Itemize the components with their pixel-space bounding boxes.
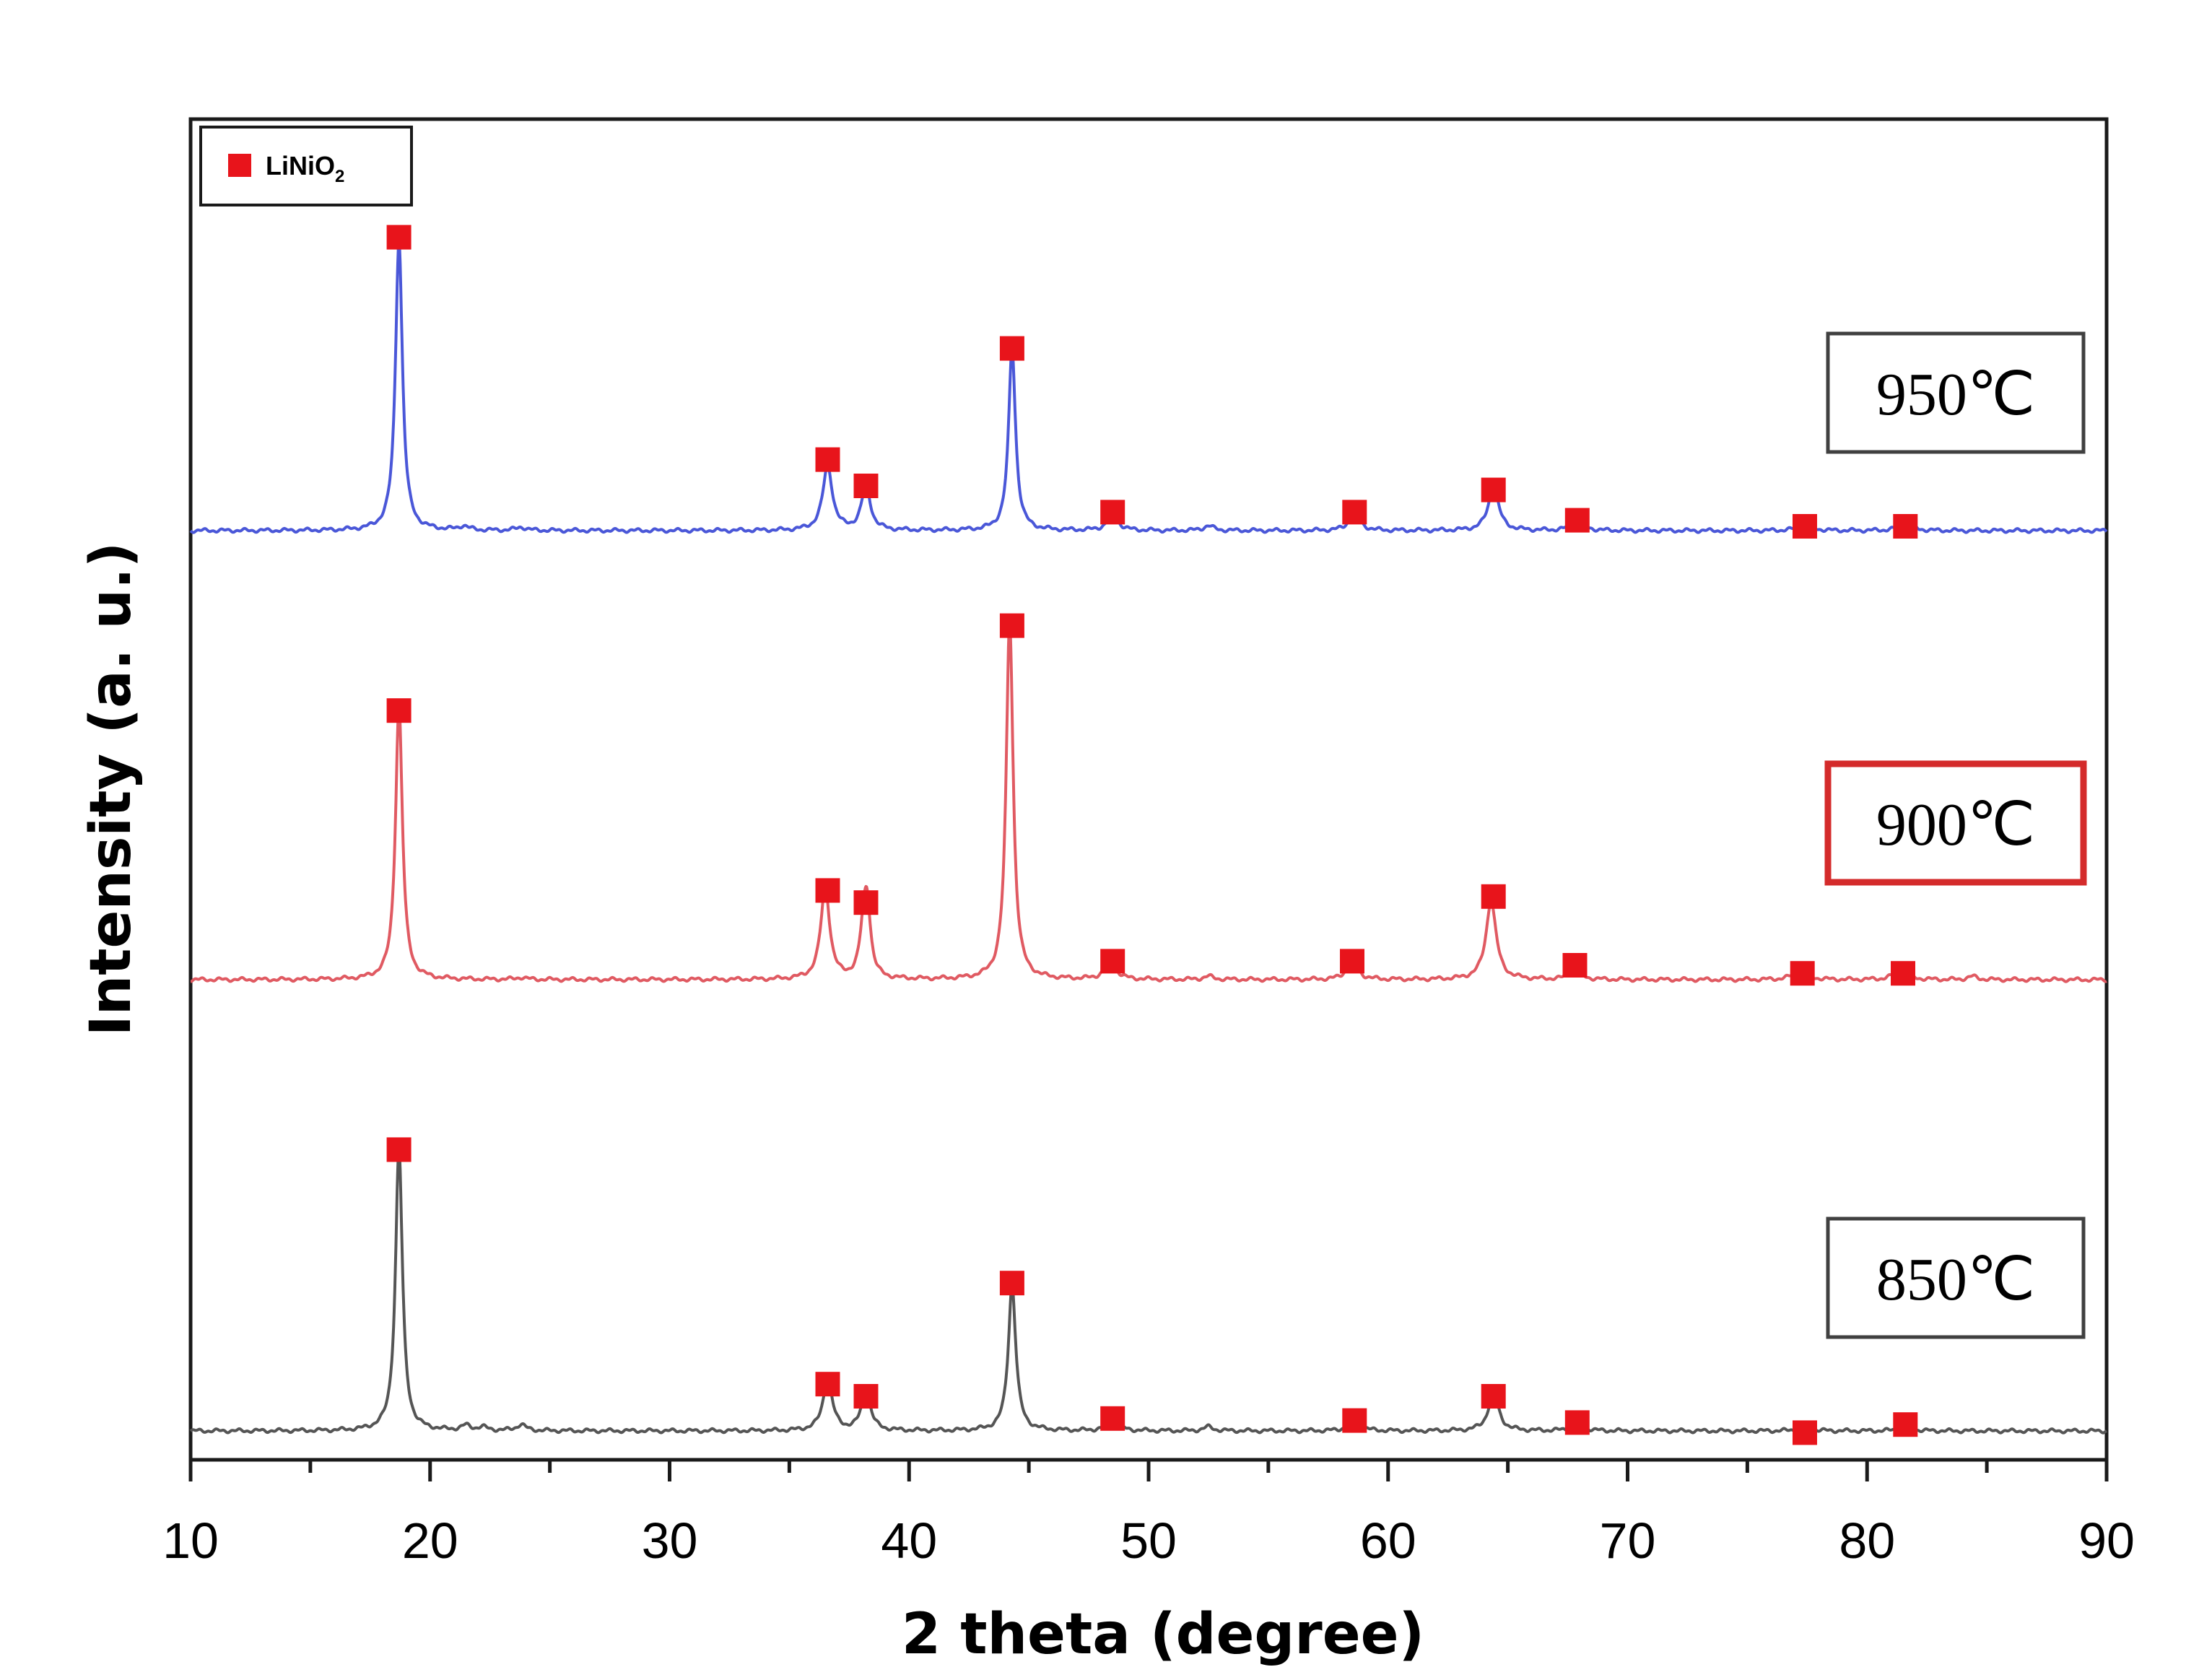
trace-2: [189, 1146, 2108, 1435]
peak-marker: [815, 1372, 840, 1397]
temperature-labels: 950℃ 900℃ 850℃: [1824, 331, 2087, 1339]
peak-marker: [1793, 1420, 1817, 1445]
plot-frame: [188, 117, 2109, 1462]
x-tick-label: 70: [1600, 1513, 1656, 1569]
peak-marker: [1342, 500, 1367, 525]
peak-marker: [1562, 953, 1588, 978]
peak-marker: [815, 878, 840, 903]
x-tick-label: 20: [402, 1513, 458, 1569]
peak-marker: [1564, 1410, 1590, 1435]
legend-label-main: LiNiO: [266, 151, 335, 180]
temp-label-2: 850℃: [1876, 1246, 2035, 1313]
legend-marker: [228, 154, 251, 177]
peak-marker: [999, 1271, 1024, 1296]
temp-box-0: [1826, 331, 2086, 454]
temp-label-0: 950℃: [1876, 361, 2035, 428]
peak-markers: [386, 225, 1918, 1445]
x-tick-label: 80: [1839, 1513, 1895, 1569]
peak-marker: [1793, 514, 1817, 539]
x-axis-title: 2 theta (degree): [902, 1602, 1424, 1667]
peak-marker: [999, 336, 1024, 361]
peak-marker: [1100, 949, 1125, 974]
peak-marker: [1100, 1406, 1125, 1431]
trace-1: [189, 619, 2108, 983]
temp-box-1: [1824, 760, 2087, 886]
peak-marker: [1481, 884, 1506, 909]
legend-label-sub: 2: [335, 167, 344, 186]
x-tick-label: 50: [1120, 1513, 1177, 1569]
y-axis-title: Intensity (a. u.): [79, 542, 144, 1037]
peak-marker: [1100, 500, 1125, 525]
x-tick-label: 90: [2078, 1513, 2135, 1569]
traces: [189, 240, 2108, 1435]
peak-marker: [1340, 949, 1364, 974]
peak-marker: [386, 1137, 411, 1162]
peak-marker: [1564, 508, 1590, 533]
x-tick-label: 30: [642, 1513, 698, 1569]
peak-marker: [1891, 961, 1915, 986]
peak-marker: [999, 613, 1024, 638]
x-axis: 10 20 30 40 50 60 70 80 90: [162, 1460, 2135, 1569]
peak-marker: [853, 890, 879, 915]
x-tick-label: 40: [881, 1513, 937, 1569]
peak-marker: [1481, 1384, 1506, 1409]
trace-0: [189, 240, 2108, 534]
peak-marker: [1893, 1412, 1918, 1437]
x-tick-label: 60: [1360, 1513, 1416, 1569]
legend-label: LiNiO2: [266, 151, 344, 186]
peak-marker: [386, 698, 411, 723]
peak-marker: [1342, 1408, 1367, 1433]
peak-marker: [1481, 477, 1506, 502]
x-tick-label: 10: [162, 1513, 219, 1569]
legend: LiNiO2: [199, 126, 413, 206]
temp-box-2: [1826, 1217, 2086, 1339]
peak-marker: [853, 1384, 879, 1409]
peak-marker: [386, 225, 411, 250]
peak-marker: [815, 447, 840, 472]
peak-marker: [853, 474, 879, 498]
peak-marker: [1893, 514, 1918, 539]
temp-label-1: 900℃: [1876, 791, 2035, 858]
peak-marker: [1790, 961, 1815, 986]
